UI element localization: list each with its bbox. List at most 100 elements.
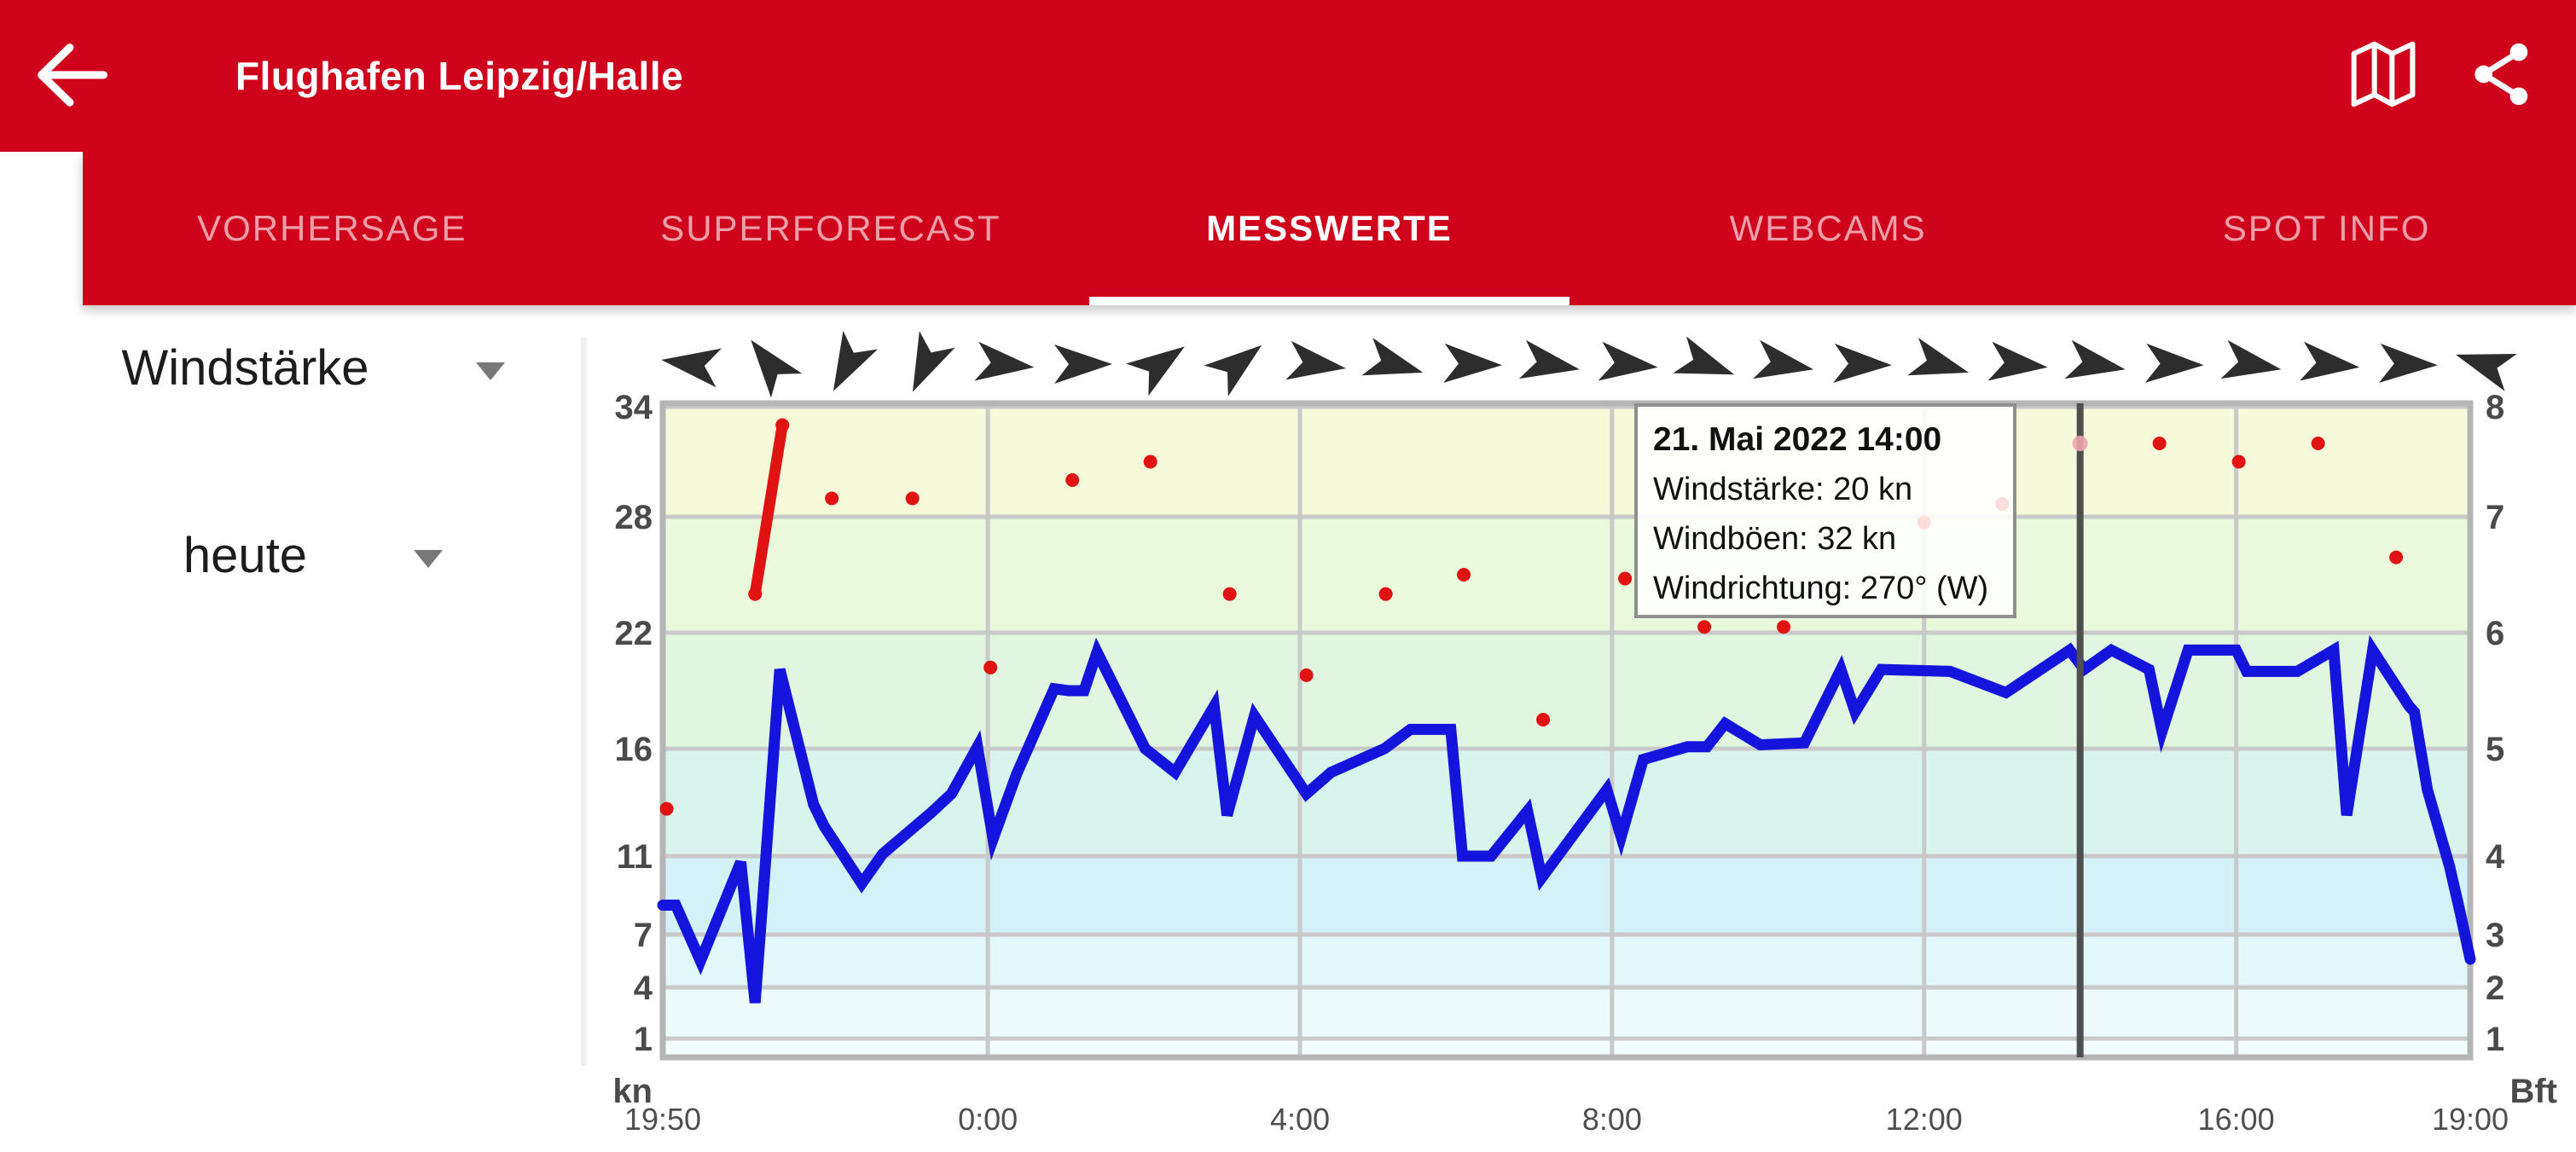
wind-direction-arrow <box>2064 339 2126 379</box>
wind-direction-arrows <box>661 330 2517 398</box>
y-tick-right: 7 <box>2486 499 2504 536</box>
y-tick-left: 11 <box>617 838 653 876</box>
share-button[interactable] <box>2443 0 2562 152</box>
x-tick-label: 12:00 <box>1886 1102 1963 1137</box>
gust-point <box>1777 620 1791 634</box>
wind-direction-arrow <box>1907 338 1970 376</box>
gust-point <box>2311 437 2325 450</box>
tab-vorhersage[interactable]: VORHERSAGE <box>83 152 582 305</box>
bft-band <box>663 517 2470 633</box>
y-tick-left: 1 <box>634 1021 653 1058</box>
app-bar: Flughafen Leipzig/Halle <box>0 0 2576 152</box>
y-tick-left: 34 <box>615 389 653 426</box>
gust-point <box>2152 437 2167 450</box>
bft-band <box>663 633 2470 749</box>
tooltip-direction: Windrichtung: 270° (W) <box>1653 570 1989 606</box>
gust-point <box>1222 587 1237 601</box>
gust-point <box>1299 668 1314 682</box>
wind-direction-arrow <box>1204 344 1262 397</box>
tooltip-windspeed: Windstärke: 20 kn <box>1653 472 1913 507</box>
wind-direction-arrow <box>2379 343 2438 383</box>
wind-direction-arrow <box>974 341 1035 381</box>
gust-point <box>659 802 674 816</box>
gust-point <box>1143 454 1157 469</box>
wind-direction-arrow <box>1987 341 2048 381</box>
y-tick-right: 6 <box>2486 615 2504 652</box>
bft-band <box>663 935 2470 987</box>
y-tick-right: 3 <box>2486 917 2504 954</box>
y-tick-right: 8 <box>2486 389 2504 426</box>
x-tick-label: 8:00 <box>1582 1102 1642 1137</box>
gust-point <box>775 418 790 432</box>
wind-direction-arrow <box>1833 343 1892 383</box>
tab-label: SPOT INFO <box>2222 208 2431 248</box>
x-tick-label: 0:00 <box>958 1102 1018 1137</box>
tab-label: WEBCAMS <box>1729 208 1927 248</box>
tab-spot-info[interactable]: SPOT INFO <box>2077 152 2576 305</box>
y-tick-left: 7 <box>634 917 653 954</box>
panel-divider <box>581 337 587 1066</box>
y-tick-left: 4 <box>634 970 653 1007</box>
wind-direction-arrow <box>2300 341 2360 381</box>
chevron-down-icon <box>475 362 505 380</box>
tab-bar: VORHERSAGE SUPERFORECAST MESSWERTE WEBCA… <box>83 152 2576 305</box>
wind-speed-line <box>657 634 2476 1004</box>
y-tick-left: 22 <box>615 615 653 652</box>
gust-line-segment <box>749 420 788 600</box>
wind-direction-arrow <box>1753 339 1814 379</box>
y-tick-right: 1 <box>2486 1021 2504 1058</box>
page-title: Flughafen Leipzig/Halle <box>235 54 684 98</box>
wind-direction-arrow <box>1054 344 1112 384</box>
tab-label: MESSWERTE <box>1206 208 1453 248</box>
period-dropdown[interactable]: heute <box>0 527 626 584</box>
gust-point <box>825 491 839 506</box>
tab-messwerte[interactable]: MESSWERTE <box>1080 152 1579 305</box>
wind-direction-arrow <box>1443 343 1502 383</box>
tab-superforecast[interactable]: SUPERFORECAST <box>582 152 1081 305</box>
gust-point <box>1065 473 1080 487</box>
back-arrow-icon <box>29 35 107 118</box>
gust-point <box>983 660 998 674</box>
period-dropdown-value: heute <box>183 528 308 583</box>
map-icon <box>2347 38 2420 115</box>
y-axis-left-labels: 34 28 22 16 11 7 4 1 kn <box>612 389 653 1110</box>
map-button[interactable] <box>2324 0 2443 152</box>
wind-direction-arrow <box>1598 341 1658 381</box>
wind-direction-arrow <box>1518 339 1580 379</box>
tab-label: SUPERFORECAST <box>660 208 1001 248</box>
bft-band <box>663 856 2470 935</box>
back-button[interactable] <box>0 0 136 152</box>
wind-direction-arrow <box>751 339 803 398</box>
tooltip-title: 21. Mai 2022 14:00 <box>1653 421 1942 458</box>
chart-bands <box>663 407 2470 1057</box>
x-tick-label: 4:00 <box>1270 1102 1330 1137</box>
wind-direction-arrow <box>1285 340 1346 380</box>
y-tick-left: 16 <box>615 731 653 768</box>
gust-point <box>2231 454 2246 469</box>
bft-band <box>663 407 2470 517</box>
x-tick-label: 19:00 <box>2432 1102 2509 1137</box>
y-unit-right: Bft <box>2509 1073 2557 1110</box>
x-tick-label: 16:00 <box>2198 1102 2275 1137</box>
highlighted-gust-point <box>2072 436 2088 451</box>
gust-point <box>2389 550 2404 564</box>
bft-band <box>663 1039 2470 1057</box>
tab-webcams[interactable]: WEBCAMS <box>1579 152 2078 305</box>
chevron-down-icon <box>414 550 444 568</box>
wind-direction-arrow <box>1673 336 1735 375</box>
parameter-dropdown[interactable]: Windstärke <box>0 339 626 397</box>
wind-direction-arrow <box>912 331 955 392</box>
tooltip-gusts: Windböen: 32 kn <box>1653 521 1897 557</box>
y-tick-right: 2 <box>2486 970 2504 1007</box>
gust-point <box>1618 571 1633 586</box>
tab-bar-wrap: VORHERSAGE SUPERFORECAST MESSWERTE WEBCA… <box>0 152 2576 305</box>
bft-band <box>663 987 2470 1039</box>
y-tick-right: 5 <box>2486 731 2504 768</box>
gust-point <box>905 491 920 506</box>
wind-direction-arrow <box>2455 354 2517 391</box>
wind-direction-arrow <box>661 348 722 388</box>
gust-point <box>1457 568 1471 582</box>
plot-border <box>659 400 2474 1061</box>
